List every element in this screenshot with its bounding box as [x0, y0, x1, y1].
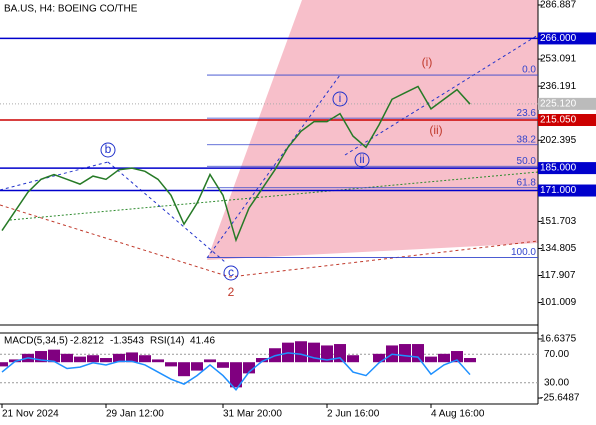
level-box	[538, 113, 596, 126]
y-tick-label: 134.805	[540, 243, 577, 254]
rsi-line	[1, 352, 471, 391]
price-line	[1, 85, 471, 243]
y-tick-label: 236.191	[540, 81, 577, 92]
trend-line	[107, 161, 226, 263]
trend-line	[0, 204, 539, 278]
trend-line	[206, 74, 341, 259]
y-tick-label: 286.887	[540, 0, 577, 11]
macd-bar	[48, 349, 60, 363]
indicator-name: MACD(5,34,5)	[4, 336, 68, 347]
x-tick-label: 2 Jun 16:00	[327, 409, 380, 420]
chart-title: BA.US, H4: BOEING CO/THE	[4, 4, 138, 15]
macd-bar	[178, 362, 190, 377]
level-label: 185.000	[540, 163, 577, 174]
macd-bar	[295, 341, 307, 363]
level-label: 171.000	[540, 185, 577, 196]
macd-bar	[35, 351, 47, 363]
wave-circle	[354, 152, 370, 168]
current-price-box	[538, 97, 596, 110]
indicator-name: RSI(14)	[150, 336, 184, 347]
wave-label: ii	[359, 152, 364, 166]
macd-bar	[347, 355, 359, 363]
y-tick-label: 202.395	[540, 135, 577, 146]
macd-bar	[321, 345, 333, 363]
fib-label: 50.0	[517, 156, 537, 167]
level-box	[538, 32, 596, 45]
macd-bar	[464, 358, 476, 363]
level-box	[538, 162, 596, 175]
macd-bar	[451, 351, 463, 363]
wave-label: (i)	[422, 55, 433, 69]
x-tick-label: 21 Nov 2024	[2, 409, 59, 420]
level-label: 266.000	[540, 33, 577, 44]
y-tick-label: 151.703	[540, 216, 577, 227]
x-tick-label: 29 Jan 12:00	[106, 409, 164, 420]
x-tick-label: 31 Mar 20:00	[223, 409, 282, 420]
wave-label: i	[339, 91, 342, 105]
wave-label: b	[105, 142, 112, 156]
macd-bar	[425, 356, 437, 363]
y-tick-label: 101.009	[540, 297, 577, 308]
y-tick-label: -25.6487	[540, 393, 580, 404]
macd-bar	[217, 362, 229, 368]
macd-bar	[230, 362, 242, 388]
wave-circle	[223, 265, 239, 281]
macd-bar	[100, 358, 112, 363]
macd-bar	[152, 359, 164, 363]
current-price-label: 225.120	[540, 99, 577, 110]
macd-bar	[113, 353, 125, 363]
macd-bar	[399, 344, 411, 363]
macd-bar	[256, 358, 268, 363]
macd-bar	[61, 353, 73, 363]
macd-bar	[0, 362, 8, 367]
fib-label: 23.6	[517, 108, 537, 119]
trend-line	[344, 34, 539, 156]
y-tick-label: 253.091	[540, 54, 577, 65]
indicator-value: -1.3543	[110, 336, 144, 347]
trend-line	[0, 161, 109, 191]
y-tick-label: 117.907	[540, 270, 576, 281]
fib-label: 38.2	[517, 134, 537, 145]
macd-bar	[243, 362, 255, 374]
wave-label: (ii)	[429, 123, 442, 137]
y-tick-label: 16.6375	[540, 334, 577, 345]
macd-bar	[191, 362, 203, 371]
indicator-value: -2.8212	[70, 336, 104, 347]
macd-bar	[373, 353, 385, 363]
y2-tick-label: 70.00	[544, 349, 569, 360]
macd-bar	[126, 352, 138, 363]
y2-tick-label: 30.00	[544, 377, 569, 388]
fib-label: 0.0	[522, 65, 536, 76]
indicator-value: 41.46	[190, 336, 215, 347]
macd-bar	[204, 359, 216, 363]
level-label: 215.050	[540, 115, 577, 126]
wave-label: 2	[228, 285, 235, 299]
fib-label: 100.0	[511, 247, 536, 258]
level-box	[538, 184, 596, 197]
wave-circle	[100, 142, 116, 158]
macd-bar	[87, 355, 99, 363]
macd-bar	[412, 344, 424, 363]
macd-bar	[334, 344, 346, 363]
macd-bar	[139, 355, 151, 363]
fib-label: 61.8	[517, 177, 537, 188]
macd-bar	[438, 353, 450, 363]
macd-bar	[165, 362, 177, 367]
wave-circle	[332, 91, 348, 107]
macd-bar	[74, 356, 86, 363]
x-tick-label: 4 Aug 16:00	[431, 409, 485, 420]
trend-line	[9, 171, 539, 221]
wave-label: c	[228, 265, 234, 279]
